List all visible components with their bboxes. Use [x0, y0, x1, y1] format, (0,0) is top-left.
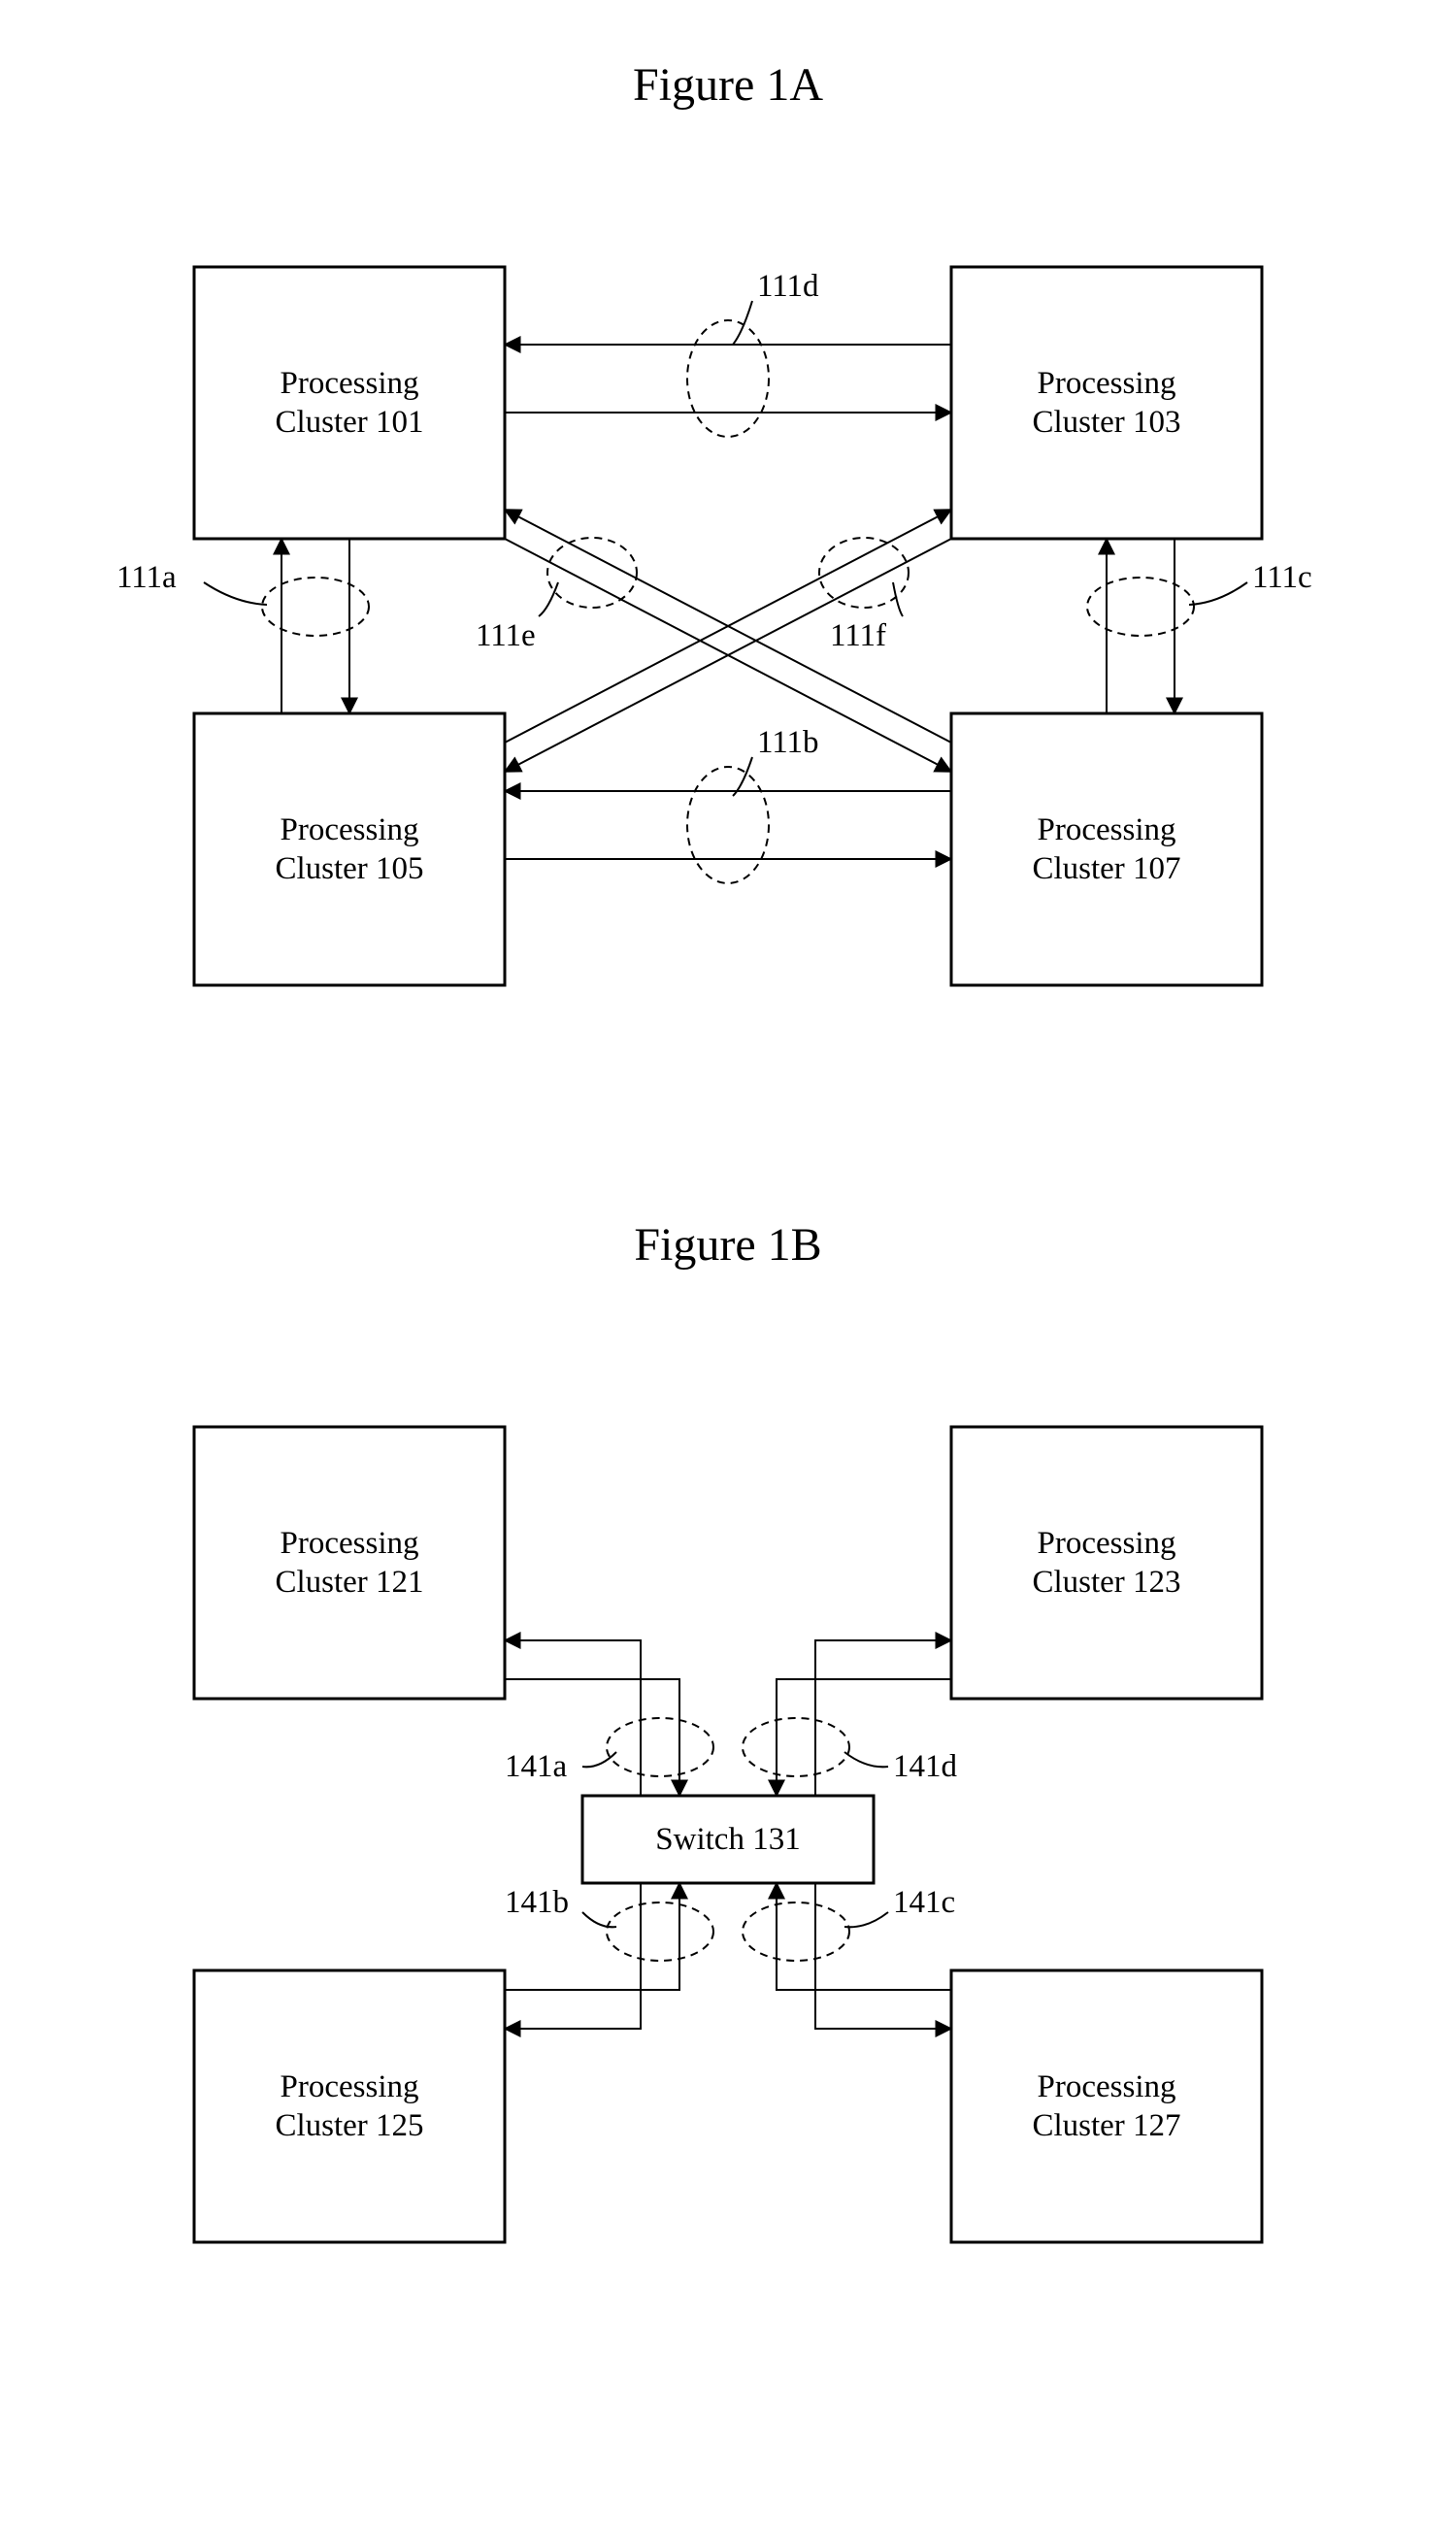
- ring-l141c: [743, 1902, 849, 1961]
- ring-d_101_103: [687, 320, 769, 437]
- node-c125: [194, 1970, 505, 2242]
- node-c101: [194, 267, 505, 539]
- label-l141d: 141d: [893, 1749, 958, 1784]
- node-c123-label2: Cluster 123: [1032, 1565, 1180, 1600]
- figure-1a-title: Figure 1A: [0, 58, 1456, 112]
- node-c103-label2: Cluster 103: [1032, 405, 1180, 440]
- ring-l141d: [743, 1718, 849, 1776]
- node-c123: [951, 1427, 1262, 1699]
- label-l111c: 111c: [1252, 560, 1312, 595]
- node-c103: [951, 267, 1262, 539]
- label-l111e-leader: [539, 582, 558, 616]
- node-c107: [951, 713, 1262, 985]
- label-l111a-leader: [204, 582, 267, 605]
- node-c103-label1: Processing: [1038, 366, 1176, 401]
- label-l111f: 111f: [830, 618, 886, 653]
- node-c127: [951, 1970, 1262, 2242]
- label-l141a-leader: [582, 1752, 616, 1767]
- node-c121-label1: Processing: [281, 1526, 419, 1561]
- label-l141d-leader: [844, 1752, 888, 1767]
- node-c107-label1: Processing: [1038, 812, 1176, 847]
- label-l111d-leader: [733, 301, 752, 345]
- ring-e_101_107: [547, 538, 637, 608]
- node-c125-label1: Processing: [281, 2069, 419, 2104]
- page: Figure 1A ProcessingCluster 101Processin…: [0, 0, 1456, 2262]
- label-l111d: 111d: [757, 269, 819, 304]
- ring-c_103_107: [1087, 578, 1194, 636]
- ring-l141a: [607, 1718, 713, 1776]
- node-c105-label2: Cluster 105: [275, 851, 423, 886]
- node-c127-label1: Processing: [1038, 2069, 1176, 2104]
- label-l111f-leader: [893, 582, 903, 616]
- node-c105-label1: Processing: [281, 812, 419, 847]
- node-c125-label2: Cluster 125: [275, 2108, 423, 2143]
- node-sw-label: Switch 131: [655, 1822, 800, 1857]
- ring-l141b: [607, 1902, 713, 1961]
- label-l111a: 111a: [116, 560, 177, 595]
- node-c105: [194, 713, 505, 985]
- label-l111b: 111b: [757, 725, 819, 760]
- label-l111c-leader: [1189, 582, 1247, 605]
- node-c101-label1: Processing: [281, 366, 419, 401]
- label-l141c-leader: [844, 1912, 888, 1927]
- node-c121-label2: Cluster 121: [275, 1565, 423, 1600]
- node-c107-label2: Cluster 107: [1032, 851, 1180, 886]
- node-c127-label2: Cluster 127: [1032, 2108, 1180, 2143]
- label-l141b-leader: [582, 1912, 616, 1927]
- node-c121: [194, 1427, 505, 1699]
- figure-1b-diagram: Processing Cluster 121 Processing Cluster 1…: [0, 1310, 1456, 2262]
- ring-a_101_105: [262, 578, 369, 636]
- node-c123-label1: Processing: [1038, 1526, 1176, 1561]
- ring-b_105_107: [687, 767, 769, 883]
- node-c101-label2: Cluster 101: [275, 405, 423, 440]
- figure-1a-diagram: Processing Cluster 101 Processing Cluster 1…: [0, 150, 1456, 1102]
- label-l141b: 141b: [505, 1885, 569, 1920]
- label-l141a: 141a: [505, 1749, 568, 1784]
- label-l141c: 141c: [893, 1885, 955, 1920]
- label-l111e: 111e: [476, 618, 536, 653]
- figure-1b-title: Figure 1B: [0, 1218, 1456, 1272]
